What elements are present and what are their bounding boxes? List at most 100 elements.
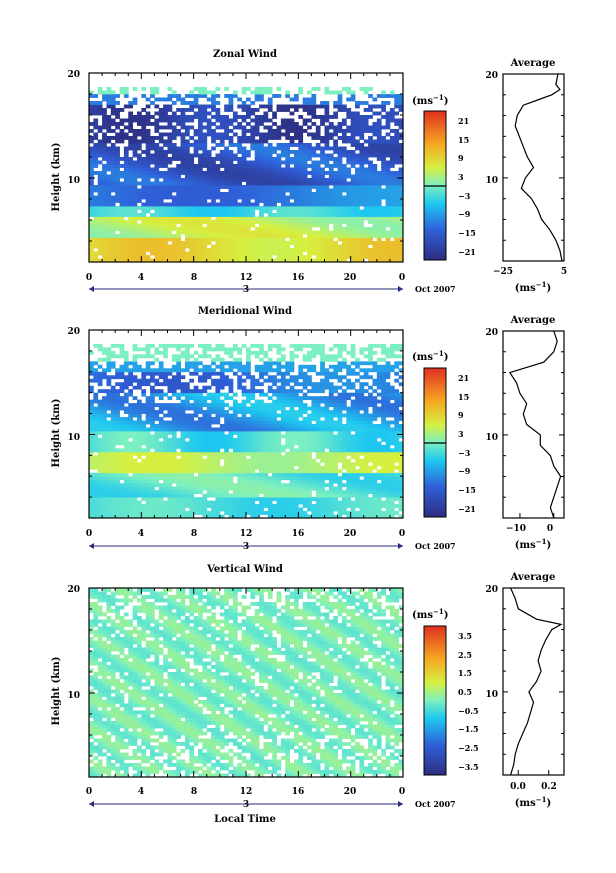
heatmap-cell [106, 185, 112, 189]
heatmap-cell [215, 244, 221, 249]
heatmap-cell [333, 195, 338, 200]
heatmap-cell [315, 125, 321, 130]
heatmap-cell [355, 160, 360, 165]
heatmap-cell [237, 479, 243, 484]
heatmap-cell [184, 195, 190, 200]
heatmap-cell [228, 185, 234, 189]
heatmap-cell [389, 434, 395, 439]
heatmap-cell [320, 465, 325, 470]
heatmap-cell [311, 216, 317, 221]
heatmap-cell [263, 139, 269, 144]
heatmap-cell [89, 490, 94, 495]
heatmap-cell [267, 424, 273, 428]
heatmap-cell [237, 248, 243, 252]
heatmap-cell [211, 451, 216, 456]
heatmap-cell [219, 230, 225, 235]
day-bar: 3 [89, 285, 403, 295]
heatmap-cell [167, 437, 173, 442]
heatmap-cell [89, 504, 94, 508]
heatmap-cell [110, 216, 116, 221]
heatmap-cell [346, 171, 352, 175]
heatmap-cell [132, 483, 138, 488]
heatmap-cell [320, 101, 325, 105]
heatmap-cell [259, 444, 264, 449]
heatmap-cell [320, 195, 325, 200]
heatmap-cell [241, 150, 247, 154]
heatmap-cell [259, 157, 264, 161]
heatmap-cell [250, 486, 256, 491]
heatmap-cell [176, 441, 181, 446]
heatmap-cell [202, 213, 208, 217]
heatmap-cell [93, 255, 99, 259]
heatmap-cell [280, 223, 286, 228]
heatmap-cell [315, 462, 321, 467]
heatmap-cell [237, 430, 243, 435]
heatmap-cell [145, 171, 151, 175]
heatmap-cell [202, 230, 208, 235]
heatmap-cell [254, 178, 260, 182]
heatmap-cell [259, 434, 264, 439]
heatmap-cell [320, 479, 325, 484]
heatmap-cell [150, 441, 155, 446]
heatmap-cell [250, 448, 256, 453]
heatmap-cell [89, 500, 94, 505]
heatmap-cell [158, 206, 164, 210]
heatmap-cell [350, 258, 356, 263]
heatmap-cell [285, 129, 291, 133]
heatmap-cell [163, 448, 168, 453]
heatmap-cell [176, 472, 181, 477]
heatmap-cell [302, 181, 308, 186]
heatmap-cell [372, 206, 378, 210]
heatmap-cell [337, 181, 343, 186]
heatmap-cell [259, 181, 264, 186]
heatmap-cell [219, 164, 225, 168]
heatmap-cell [328, 427, 334, 432]
heatmap-cell [232, 132, 238, 137]
heatmap-cell [189, 500, 195, 505]
heatmap-cell [206, 462, 212, 467]
heatmap-cell [368, 479, 373, 484]
heatmap-cell [280, 209, 286, 214]
heatmap-cell [154, 157, 160, 161]
heatmap-cell [180, 441, 186, 446]
heatmap-cell [215, 111, 221, 116]
heatmap-cell [302, 171, 308, 175]
heatmap-cell [250, 146, 256, 151]
heatmap-cell [293, 234, 299, 238]
heatmap-cell [385, 427, 391, 432]
heatmap-cell [355, 434, 360, 439]
heatmap-cell [154, 514, 160, 519]
heatmap-cell [363, 146, 369, 151]
heatmap-cell [250, 129, 256, 133]
heatmap-cell [115, 94, 120, 98]
heatmap-cell [315, 171, 321, 175]
heatmap-cell [158, 451, 164, 456]
heatmap-cell [385, 444, 391, 449]
heatmap-cell [119, 139, 125, 144]
heatmap-cell [158, 216, 164, 221]
heatmap-cell [385, 251, 391, 256]
heatmap-cell [145, 160, 151, 165]
heatmap-cell [163, 143, 168, 147]
heatmap-cell [171, 420, 177, 425]
heatmap-cell [250, 136, 256, 140]
heatmap-cell [219, 195, 225, 200]
heatmap-cell [206, 125, 212, 130]
heatmap-cell [198, 469, 203, 474]
heatmap-cell [341, 465, 347, 470]
heatmap-cell [267, 164, 273, 168]
heatmap-cell [106, 451, 112, 456]
heatmap-cell [346, 87, 352, 91]
heatmap-cell [167, 125, 173, 130]
heatmap-cell [346, 97, 352, 102]
heatmap-cell [97, 258, 103, 263]
heatmap-cell [285, 90, 291, 95]
heatmap-cell [320, 185, 325, 189]
heatmap-cell [232, 206, 238, 210]
heatmap-cell [198, 213, 203, 217]
heatmap-cell [328, 455, 334, 460]
heatmap-cell [254, 514, 260, 519]
heatmap-cell [150, 511, 155, 515]
heatmap-cell [315, 479, 321, 484]
heatmap-cell [119, 220, 125, 224]
